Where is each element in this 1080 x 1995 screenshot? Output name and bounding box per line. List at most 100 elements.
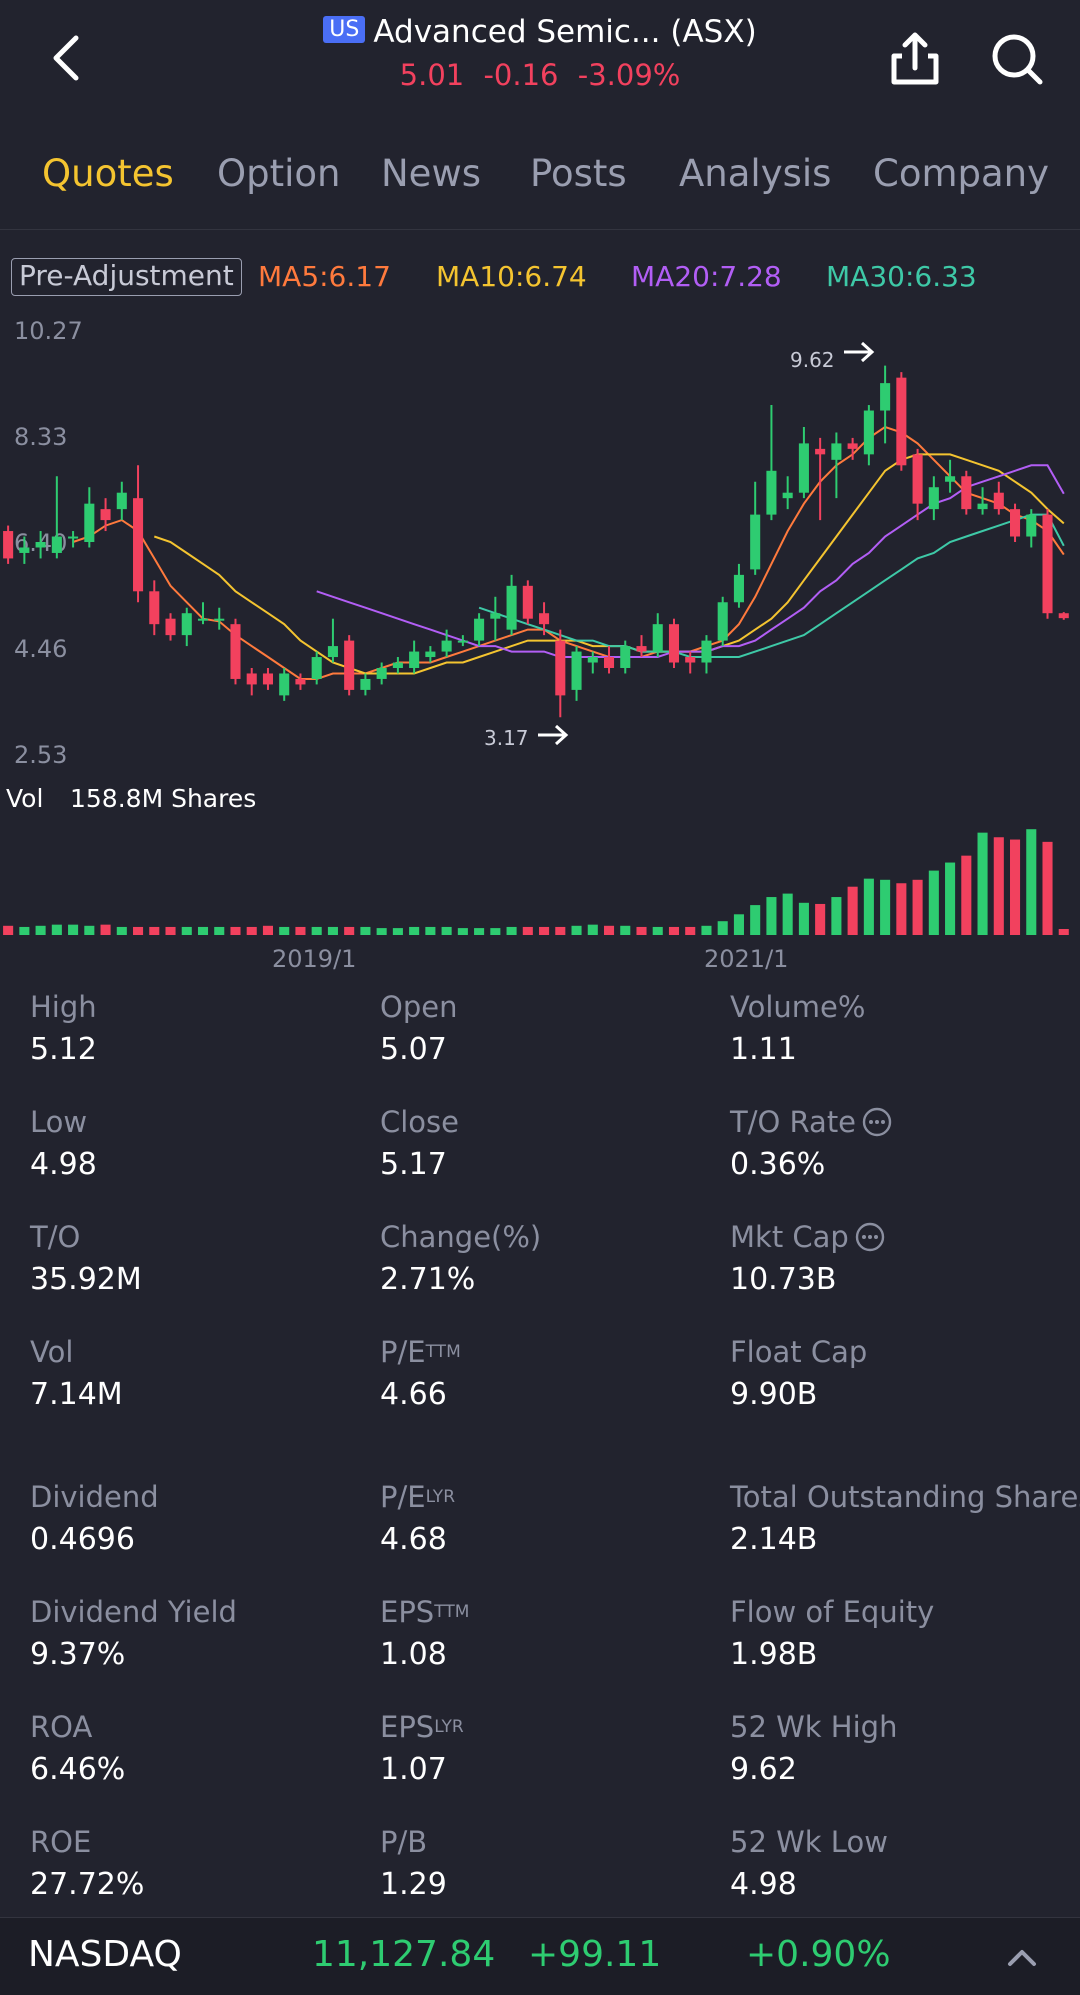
volume-bar bbox=[587, 924, 598, 935]
candle-body bbox=[571, 651, 582, 690]
stat-label: P/B bbox=[380, 1825, 710, 1859]
volume-bar bbox=[100, 924, 111, 935]
stat-item: Vol 7.14M bbox=[30, 1335, 360, 1412]
candle-body bbox=[928, 487, 939, 510]
candle bbox=[1026, 509, 1037, 548]
candle bbox=[68, 531, 79, 548]
candle bbox=[181, 607, 192, 647]
stat-item: Mkt Cap 10.73B bbox=[730, 1220, 1060, 1297]
stat-label-text: EPS bbox=[380, 1710, 435, 1744]
candle-body bbox=[133, 498, 144, 592]
volume-bar bbox=[327, 926, 338, 935]
candle bbox=[863, 405, 874, 466]
stat-label-text: Flow of Equity bbox=[730, 1595, 935, 1629]
candle bbox=[912, 448, 923, 521]
candle-body bbox=[230, 624, 241, 679]
stat-label-text: EPS bbox=[380, 1595, 435, 1629]
back-button[interactable] bbox=[44, 30, 94, 86]
volume-bar bbox=[636, 926, 647, 935]
stat-item: Volume% 1.11 bbox=[730, 990, 1060, 1067]
stat-label: Float Cap bbox=[730, 1335, 1060, 1369]
ma10-line bbox=[153, 453, 1065, 675]
candle-body bbox=[880, 383, 891, 411]
header: US Advanced Semic... (ASX) 5.01 -0.16 -3.… bbox=[0, 0, 1080, 120]
stat-label: Change(%) bbox=[380, 1220, 710, 1254]
volume-bar bbox=[181, 926, 192, 935]
index-ticker-bar[interactable]: NASDAQ 11,127.84 +99.11 +0.90% bbox=[0, 1917, 1080, 1995]
volume-bar bbox=[35, 925, 46, 935]
candle-body bbox=[668, 624, 680, 663]
candle-body bbox=[181, 613, 192, 636]
arrow-right-icon bbox=[844, 341, 875, 363]
tab-analysis[interactable]: Analysis bbox=[679, 152, 832, 195]
y-tick-label: 8.33 bbox=[14, 423, 67, 451]
stat-value: 9.62 bbox=[730, 1752, 797, 1787]
stock-title: Advanced Semic... (ASX) bbox=[373, 14, 757, 50]
candle-body bbox=[685, 657, 696, 663]
candle-body bbox=[522, 585, 533, 619]
candle bbox=[327, 618, 338, 663]
volume-bar bbox=[360, 926, 371, 935]
candle-body bbox=[311, 657, 322, 679]
candle bbox=[587, 651, 598, 674]
candle-body bbox=[197, 618, 209, 621]
volume-bar bbox=[1026, 829, 1037, 935]
tab-option[interactable]: Option bbox=[217, 152, 341, 195]
candle-body bbox=[847, 443, 858, 449]
ma5-label: MA5:6.17 bbox=[258, 260, 391, 293]
candle bbox=[116, 481, 127, 521]
pre-adjustment-toggle[interactable]: Pre-Adjustment bbox=[11, 258, 242, 296]
tab-posts[interactable]: Posts bbox=[530, 152, 627, 195]
search-button[interactable] bbox=[986, 28, 1048, 90]
stat-label-text: T/O Rate bbox=[730, 1105, 857, 1139]
ma-legend: Pre-Adjustment MA5:6.17 MA10:6.74 MA20:7… bbox=[0, 256, 1080, 296]
tab-quotes[interactable]: Quotes bbox=[42, 152, 174, 195]
stat-value: 1.29 bbox=[380, 1867, 447, 1902]
stat-value: 0.36% bbox=[730, 1147, 826, 1182]
candle-body bbox=[733, 574, 744, 603]
candle-body bbox=[555, 640, 566, 696]
volume-bar bbox=[701, 925, 712, 935]
tab-news[interactable]: News bbox=[381, 152, 481, 195]
volume-bar bbox=[668, 926, 680, 935]
stat-value: 1.11 bbox=[730, 1032, 797, 1067]
tab-company[interactable]: Company bbox=[873, 152, 1050, 195]
candle bbox=[84, 487, 95, 548]
ma30-label: MA30:6.33 bbox=[826, 260, 977, 293]
price-change-pct: -3.09% bbox=[577, 58, 681, 92]
candle-body bbox=[1058, 613, 1069, 619]
candle bbox=[441, 629, 452, 658]
candle bbox=[230, 618, 241, 685]
volume-bar bbox=[344, 926, 355, 935]
stat-item: Flow of Equity 1.98B bbox=[730, 1595, 1060, 1672]
candle-body bbox=[360, 678, 371, 690]
stat-label-text: Open bbox=[380, 990, 458, 1024]
share-button[interactable] bbox=[884, 28, 946, 90]
volume-bar bbox=[506, 926, 517, 935]
stat-label: ROE bbox=[30, 1825, 360, 1859]
expand-button[interactable] bbox=[1002, 1938, 1042, 1978]
ma10-label: MA10:6.74 bbox=[436, 260, 587, 293]
candle bbox=[766, 405, 777, 521]
stat-label-text: Vol bbox=[30, 1335, 74, 1369]
more-info-icon[interactable] bbox=[862, 1107, 892, 1137]
stat-value: 5.07 bbox=[380, 1032, 447, 1067]
candle bbox=[636, 635, 647, 658]
stat-label-text: ROA bbox=[30, 1710, 93, 1744]
candle-body bbox=[1010, 509, 1021, 537]
quote-line: 5.01 -0.16 -3.09% bbox=[0, 58, 1080, 92]
chevron-up-icon bbox=[1008, 1950, 1036, 1966]
volume-bar bbox=[230, 926, 241, 935]
stat-value: 10.73B bbox=[730, 1262, 837, 1297]
candlestick-chart[interactable]: 10.27 8.33 6.40 4.46 2.53 9.62 3.17 Vol … bbox=[0, 300, 1080, 980]
candle bbox=[3, 525, 14, 564]
candle-body bbox=[912, 454, 923, 504]
stat-label: T/O bbox=[30, 1220, 360, 1254]
more-info-icon[interactable] bbox=[855, 1222, 885, 1252]
stat-item: EPS TTM 1.08 bbox=[380, 1595, 710, 1672]
market-badge: US bbox=[323, 16, 366, 43]
share-icon bbox=[891, 32, 939, 85]
candle bbox=[815, 437, 826, 521]
volume-bar bbox=[133, 926, 144, 935]
candle bbox=[35, 531, 46, 559]
